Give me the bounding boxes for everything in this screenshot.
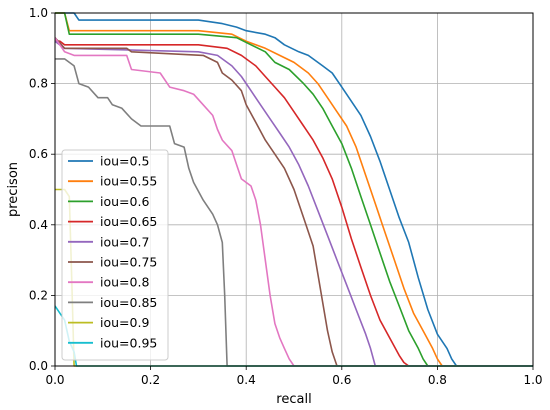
series-line-5	[55, 37, 533, 367]
legend-label: iou=0.7	[100, 234, 149, 249]
y-tick-label: 1.0	[29, 6, 48, 20]
series-line-6	[55, 37, 533, 367]
y-axis-label: precison	[6, 162, 21, 217]
series-line-3	[55, 40, 533, 367]
series-line-2	[55, 12, 533, 367]
legend-box	[61, 149, 169, 361]
legend-label: iou=0.75	[100, 255, 157, 270]
series-line-4	[55, 40, 533, 367]
legend-label: iou=0.5	[100, 154, 149, 169]
y-tick-label: 0.6	[29, 147, 48, 161]
legend-label: iou=0.8	[100, 275, 149, 290]
legend-label: iou=0.85	[100, 295, 157, 310]
legend: iou=0.5 iou=0.55 iou=0.6 iou=0.65 iou=0.7 iou…	[61, 149, 169, 361]
axis-ticks: 0.0 0.2 0.4 0.6 0.8 1.0 0.0 0.2 0.4 0.6 0.8 1.0	[29, 6, 543, 387]
y-tick-label: 0.2	[29, 288, 48, 302]
x-tick-label: 0.6	[332, 373, 351, 387]
legend-label: iou=0.6	[100, 194, 149, 209]
series-line-7	[55, 58, 533, 367]
x-tick-label: 1.0	[523, 373, 542, 387]
legend-label: iou=0.9	[100, 315, 149, 330]
x-axis-label: recall	[276, 392, 311, 407]
legend-label: iou=0.65	[100, 214, 157, 229]
legend-label: iou=0.95	[100, 335, 157, 350]
x-tick-label: 0.4	[237, 373, 256, 387]
y-tick-label: 0.8	[29, 77, 48, 91]
legend-label: iou=0.55	[100, 174, 157, 189]
series-line-1	[55, 12, 533, 367]
x-tick-label: 0.2	[141, 373, 160, 387]
x-tick-label: 0.0	[45, 373, 64, 387]
x-tick-label: 0.8	[428, 373, 447, 387]
plot-frame	[54, 12, 534, 367]
y-tick-label: 0.4	[29, 218, 48, 232]
series-line-0	[55, 12, 533, 367]
y-tick-label: 0.0	[29, 359, 48, 373]
